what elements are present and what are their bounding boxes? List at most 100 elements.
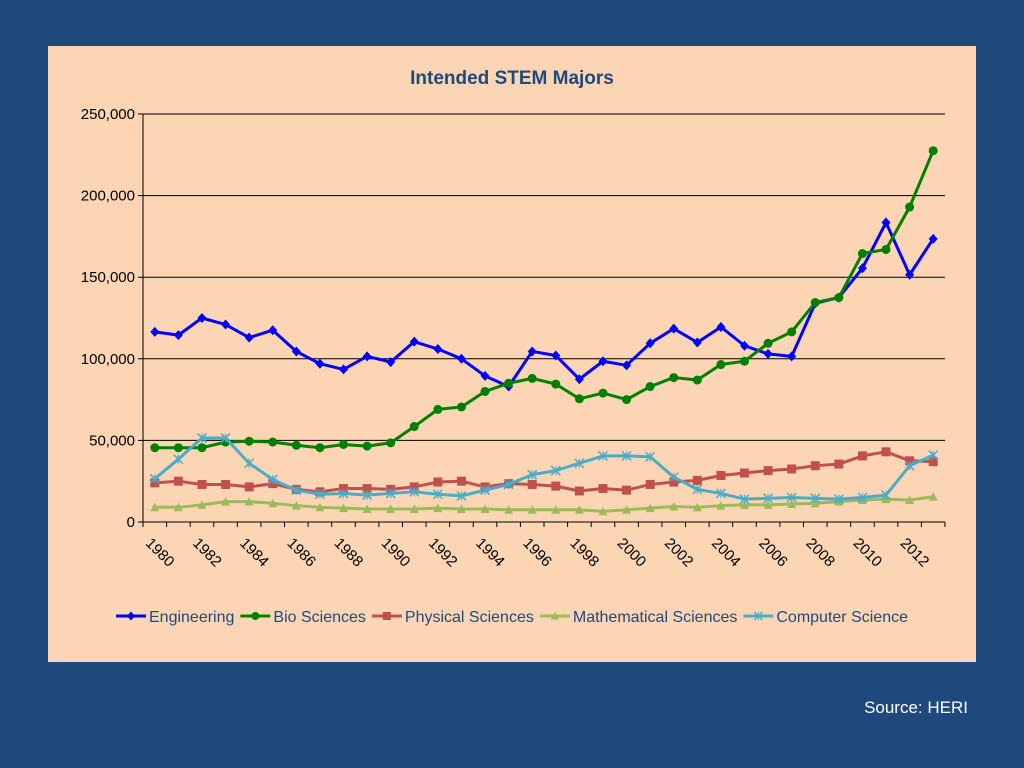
- data-point: [740, 340, 749, 351]
- data-point: [456, 476, 466, 486]
- data-point: [433, 503, 443, 513]
- series-line-mathematical-sciences: [154, 495, 934, 513]
- data-point: [220, 432, 231, 443]
- data-point: [787, 499, 797, 509]
- data-point: [338, 488, 349, 499]
- data-point: [244, 482, 254, 492]
- legend-item-engineering: Engineering: [116, 609, 234, 626]
- legend-label: Physical Sciences: [405, 609, 534, 626]
- data-point: [315, 502, 325, 512]
- data-point: [881, 244, 891, 254]
- series-line-computer-science: [153, 436, 934, 501]
- x-tick-label: 1988: [331, 535, 367, 571]
- data-point: [881, 447, 891, 457]
- data-point: [574, 505, 584, 514]
- data-point: [456, 504, 466, 513]
- data-point: [716, 321, 726, 332]
- data-point: [527, 469, 538, 480]
- data-point: [409, 482, 419, 492]
- chart-panel: Intended STEM Majors 0 50,000 100,000 150,0…: [48, 46, 976, 662]
- x-tick-label: 2002: [661, 535, 697, 571]
- data-point: [645, 479, 655, 489]
- data-point: [551, 350, 561, 361]
- legend-item-bio-sciences: Bio Sciences: [240, 609, 366, 626]
- x-tick-label: 2010: [850, 535, 886, 571]
- data-point: [409, 486, 420, 497]
- data-point: [432, 489, 443, 500]
- data-point: [716, 501, 726, 510]
- data-point: [433, 404, 443, 414]
- x-tick-label: 1994: [472, 535, 508, 571]
- data-point: [291, 485, 302, 496]
- legend-item-mathematical-sciences: Mathematical Sciences: [539, 609, 738, 626]
- data-point: [598, 356, 608, 367]
- data-point: [362, 441, 372, 451]
- data-point: [244, 436, 254, 446]
- data-point: [504, 505, 514, 514]
- data-point: [197, 500, 207, 509]
- data-point: [810, 461, 820, 471]
- data-point: [857, 249, 867, 259]
- data-point: [362, 504, 372, 513]
- data-point: [551, 481, 561, 491]
- data-point: [881, 217, 891, 228]
- series-line-engineering: [154, 221, 935, 389]
- line-chart: Intended STEM Majors 0 50,000 100,000 150,0…: [81, 68, 946, 626]
- legend-label: Mathematical Sciences: [573, 609, 738, 626]
- data-point: [692, 484, 703, 495]
- data-point: [574, 374, 584, 385]
- data-point: [150, 326, 160, 337]
- data-point: [669, 501, 679, 511]
- data-point: [221, 497, 231, 506]
- data-point: [753, 611, 763, 621]
- data-point: [291, 440, 301, 450]
- chart-title: Intended STEM Majors: [410, 68, 614, 89]
- data-point: [669, 373, 679, 383]
- data-point: [409, 422, 419, 432]
- data-point: [550, 465, 561, 476]
- data-point: [386, 357, 396, 368]
- data-point: [480, 504, 490, 513]
- data-point: [763, 338, 773, 348]
- data-point: [763, 466, 773, 476]
- data-point: [622, 395, 632, 405]
- data-point: [810, 297, 820, 307]
- data-point: [244, 458, 255, 469]
- data-point: [787, 351, 797, 362]
- data-point: [268, 325, 278, 336]
- data-point: [669, 323, 679, 334]
- data-point: [339, 364, 348, 375]
- data-point: [409, 504, 419, 513]
- data-point: [857, 492, 868, 503]
- data-point: [786, 492, 797, 503]
- data-point: [551, 505, 561, 514]
- y-tick-label: 150,000: [81, 269, 135, 286]
- data-point: [267, 474, 278, 485]
- data-point: [527, 505, 537, 514]
- data-point: [905, 456, 915, 466]
- data-point: [173, 502, 183, 512]
- data-point: [480, 386, 490, 396]
- data-point: [622, 360, 632, 371]
- data-point: [173, 330, 183, 341]
- data-point: [928, 492, 938, 501]
- data-point: [315, 358, 325, 369]
- x-tick-label: 1990: [378, 535, 414, 571]
- data-point: [905, 269, 915, 280]
- x-tick-label: 1998: [567, 535, 603, 571]
- data-point: [244, 497, 254, 506]
- data-point: [928, 450, 939, 461]
- data-point: [928, 233, 938, 244]
- data-point: [715, 488, 726, 499]
- data-point: [197, 313, 207, 323]
- data-point: [339, 484, 348, 494]
- data-point: [221, 319, 231, 330]
- series-bio-sciences: [150, 146, 938, 453]
- data-point: [456, 353, 466, 364]
- data-point: [173, 476, 183, 486]
- data-point: [692, 502, 702, 512]
- x-tick-label: 2000: [614, 535, 650, 571]
- legend-item-physical-sciences: Physical Sciences: [371, 609, 534, 626]
- data-point: [251, 612, 260, 620]
- data-point: [574, 458, 585, 469]
